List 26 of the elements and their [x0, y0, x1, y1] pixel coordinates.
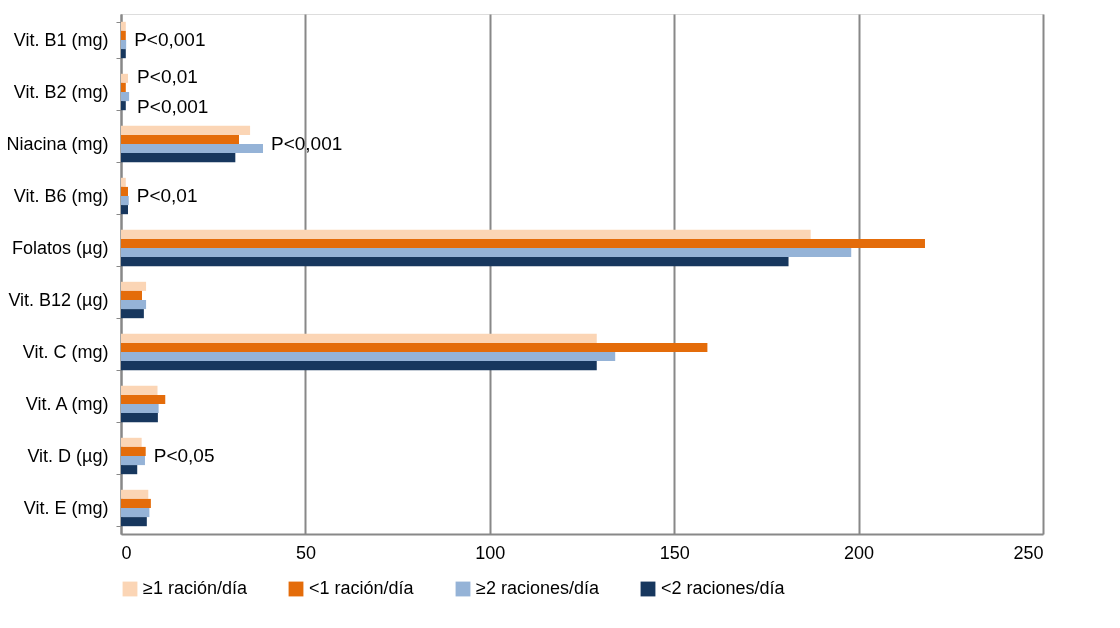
- y-tick-label: Vit. B2 (mg): [13, 81, 109, 102]
- y-tick-label: Folatos (µg): [12, 237, 109, 258]
- annotation: P<0,001: [137, 96, 209, 117]
- x-tick-label: 250: [1013, 542, 1044, 563]
- annotation: P<0,05: [153, 445, 215, 466]
- x-tick-label: 100: [475, 542, 506, 563]
- y-tick-label: Vit. B6 (mg): [13, 185, 109, 206]
- x-tick-label: 50: [295, 542, 316, 563]
- annotation: P<0,001: [134, 29, 206, 50]
- x-tick-label: 200: [844, 542, 875, 563]
- y-tick-label: Vit. B1 (mg): [13, 29, 109, 50]
- legend-label: ≥2 raciones/día: [476, 578, 600, 598]
- legend-label: ≥1 ración/día: [143, 578, 248, 598]
- legend-label: <1 ración/día: [309, 578, 415, 598]
- x-tick-label: 0: [121, 542, 132, 563]
- annotation: P<0,01: [137, 66, 198, 87]
- legend-label: <2 raciones/día: [661, 578, 786, 598]
- y-tick-label: Vit. B12 (µg): [8, 289, 109, 310]
- annotation: P<0,01: [136, 185, 198, 206]
- y-tick-label: Vit. A (mg): [25, 393, 109, 414]
- y-tick-label: Vit. D (µg): [27, 445, 109, 466]
- y-tick-label: Vit. E (mg): [23, 497, 109, 518]
- x-tick-label: 150: [659, 542, 690, 563]
- y-tick-label: Vit. C (mg): [22, 341, 109, 362]
- y-tick-label: Niacina (mg): [6, 133, 109, 154]
- annotation: P<0,001: [270, 133, 343, 154]
